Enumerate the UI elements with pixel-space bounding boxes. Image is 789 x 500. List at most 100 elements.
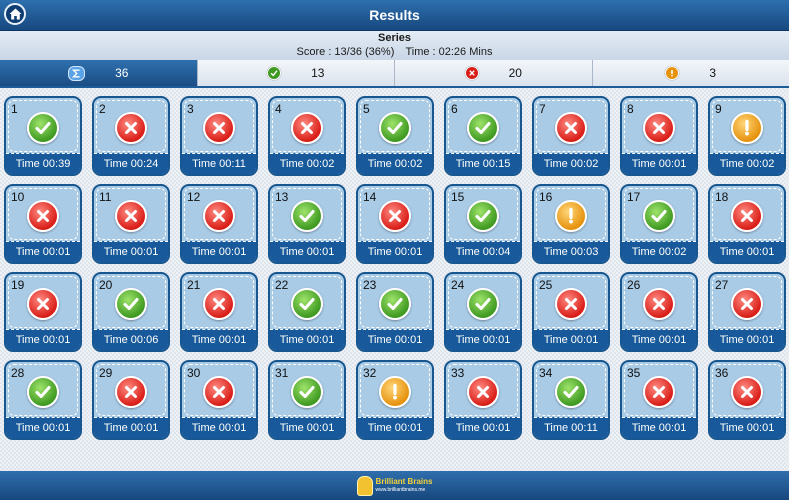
question-card[interactable]: 30 Time 00:01 [180,360,258,440]
question-time: Time 00:15 [446,153,520,174]
question-number: 26 [627,278,641,292]
question-time: Time 00:24 [94,153,168,174]
question-card[interactable]: 25 Time 00:01 [532,272,610,352]
question-card[interactable]: 5 Time 00:02 [356,96,434,176]
question-card[interactable]: 22 Time 00:01 [268,272,346,352]
card-border [96,188,166,240]
cross-icon [203,112,235,144]
question-number: 16 [539,190,553,204]
home-button[interactable] [4,3,26,25]
question-card[interactable]: 2 Time 00:24 [92,96,170,176]
check-icon [379,288,411,320]
question-card[interactable]: 14 Time 00:01 [356,184,434,264]
question-number: 22 [275,278,289,292]
question-number: 9 [715,102,722,116]
card-border [712,188,782,240]
tab-all[interactable]: 36 [0,60,198,86]
card-border [624,276,694,328]
question-time: Time 00:01 [710,241,784,262]
check-icon [27,376,59,408]
question-time: Time 00:01 [94,241,168,262]
question-time: Time 00:11 [182,153,256,174]
question-card[interactable]: 24 Time 00:01 [444,272,522,352]
card-border [272,188,342,240]
question-card[interactable]: 26 Time 00:01 [620,272,698,352]
card-border [96,364,166,416]
question-card[interactable]: 23 Time 00:01 [356,272,434,352]
question-card[interactable]: 4 Time 00:02 [268,96,346,176]
question-number: 21 [187,278,201,292]
question-card[interactable]: 33 Time 00:01 [444,360,522,440]
question-card[interactable]: 32 Time 00:01 [356,360,434,440]
card-border [624,100,694,152]
question-time: Time 00:01 [446,417,520,438]
tab-wrong-count: 20 [508,66,522,80]
check-icon [291,200,323,232]
question-card[interactable]: 34 Time 00:11 [532,360,610,440]
question-card[interactable]: 3 Time 00:11 [180,96,258,176]
question-number: 31 [275,366,289,380]
page-title: Results [369,7,420,23]
question-card[interactable]: 29 Time 00:01 [92,360,170,440]
question-time: Time 00:01 [182,241,256,262]
card-border [272,364,342,416]
question-card[interactable]: 13 Time 00:01 [268,184,346,264]
tab-skipped-count: 3 [709,66,717,80]
question-number: 6 [451,102,458,116]
check-icon [643,200,675,232]
cross-icon [203,200,235,232]
question-number: 12 [187,190,201,204]
check-icon [467,288,499,320]
question-card[interactable]: 35 Time 00:01 [620,360,698,440]
check-icon [115,288,147,320]
question-card[interactable]: 31 Time 00:01 [268,360,346,440]
question-time: Time 00:06 [94,329,168,350]
question-card[interactable]: 1 Time 00:39 [4,96,82,176]
question-time: Time 00:01 [446,329,520,350]
question-card[interactable]: 21 Time 00:01 [180,272,258,352]
time-text: Time : 02:26 Mins [405,46,493,58]
question-card[interactable]: 36 Time 00:01 [708,360,786,440]
card-border [448,100,518,152]
question-time: Time 00:01 [622,329,696,350]
question-card[interactable]: 27 Time 00:01 [708,272,786,352]
question-card[interactable]: 28 Time 00:01 [4,360,82,440]
question-card[interactable]: 19 Time 00:01 [4,272,82,352]
card-border [96,276,166,328]
card-border [712,276,782,328]
question-time: Time 00:01 [358,329,432,350]
card-border [96,100,166,152]
question-time: Time 00:01 [94,417,168,438]
card-border [624,188,694,240]
card-border [184,364,254,416]
tab-wrong[interactable]: 20 [395,60,593,86]
question-card[interactable]: 15 Time 00:04 [444,184,522,264]
question-number: 18 [715,190,729,204]
question-card[interactable]: 11 Time 00:01 [92,184,170,264]
question-card[interactable]: 8 Time 00:01 [620,96,698,176]
question-card[interactable]: 10 Time 00:01 [4,184,82,264]
question-card[interactable]: 16 Time 00:03 [532,184,610,264]
question-card[interactable]: 17 Time 00:02 [620,184,698,264]
card-border [360,100,430,152]
question-card[interactable]: 12 Time 00:01 [180,184,258,264]
question-time: Time 00:04 [446,241,520,262]
question-number: 27 [715,278,729,292]
question-card[interactable]: 20 Time 00:06 [92,272,170,352]
question-card[interactable]: 18 Time 00:01 [708,184,786,264]
check-icon [379,112,411,144]
question-number: 2 [99,102,106,116]
question-card[interactable]: 6 Time 00:15 [444,96,522,176]
question-time: Time 00:01 [358,417,432,438]
tab-correct[interactable]: 13 [197,60,395,86]
question-time: Time 00:01 [6,329,80,350]
question-card[interactable]: 7 Time 00:02 [532,96,610,176]
question-card[interactable]: 9 Time 00:02 [708,96,786,176]
question-time: Time 00:03 [534,241,608,262]
question-number: 19 [11,278,25,292]
check-icon [291,376,323,408]
question-number: 32 [363,366,377,380]
brilliant-brains-logo: Brilliant Brains www.brilliantbrains.me [356,475,432,496]
question-number: 13 [275,190,289,204]
tab-skipped[interactable]: 3 [592,60,789,86]
